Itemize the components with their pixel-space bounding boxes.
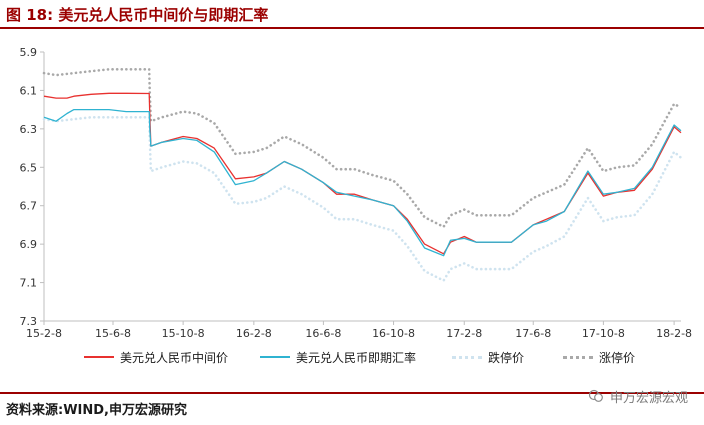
y-tick-label: 6.7 [20,200,38,213]
chart-legend: 美元兑人民币中间价 美元兑人民币即期汇率 跌停价 涨停价 [0,346,704,368]
legend-label: 美元兑人民币中间价 [120,350,229,365]
chart-series [42,68,683,282]
source-note: 资料来源:WIND,申万宏源研究 [6,399,187,418]
x-tick-label: 16-6-8 [305,327,341,340]
watermark: 申万宏源宏观 [588,385,688,407]
y-tick-label: 6.1 [20,84,38,97]
legend-label: 美元兑人民币即期汇率 [296,350,417,365]
y-tick-label: 6.9 [20,238,38,251]
x-tick-label: 15-6-8 [95,327,131,340]
figure-title-text: 美元兑人民币中间价与即期汇率 [58,6,269,24]
x-tick-label: 17-2-8 [446,327,482,340]
y-tick-label: 7.1 [20,277,38,290]
series-line-1 [43,108,682,257]
y-tick-label: 6.5 [20,161,38,174]
x-tick-label: 17-10-8 [582,327,625,340]
title-divider [0,27,704,29]
legend-item: 美元兑人民币即期汇率 [260,346,416,368]
exchange-rate-chart: 5.9 6.1 6.3 6.5 6.7 6.9 7.1 7.315-2-8 15-6-8 15-1… [20,46,693,340]
legend-label: 涨停价 [599,350,636,365]
y-tick-label: 6.3 [20,123,38,136]
x-tick-label: 17-6-8 [515,327,551,340]
x-tick-label: 16-2-8 [236,327,272,340]
x-tick-label: 18-2-8 [656,327,692,340]
y-tick-label: 5.9 [20,46,38,59]
source-text: WIND,申万宏源研究 [63,403,187,418]
wechat-icon [588,389,603,402]
legend-item: 美元兑人民币中间价 [84,346,228,368]
x-tick-label: 15-10-8 [162,327,205,340]
legend-swatch [84,356,114,358]
watermark-text: 申万宏源宏观 [609,390,688,406]
series-line-3 [42,68,683,229]
legend-item: 跌停价 [452,346,524,368]
footer-divider [0,392,704,394]
x-tick-label: 16-10-8 [372,327,415,340]
y-tick-label: 7.3 [20,315,38,328]
chart-axes: 5.9 6.1 6.3 6.5 6.7 6.9 7.1 7.315-2-8 15-6-8 15-1… [20,46,693,340]
legend-label: 跌停价 [488,350,525,365]
figure-title: 图 18: 美元兑人民币中间价与即期汇率 [6,4,268,25]
source-label: 资料来源: [6,403,64,418]
legend-swatch [260,356,290,358]
legend-item: 涨停价 [563,346,635,368]
figure-label: 图 18: [6,6,54,24]
x-tick-label: 15-2-8 [26,327,62,340]
legend-swatch [563,355,593,359]
series-line-2 [42,116,683,282]
legend-swatch [452,355,482,359]
